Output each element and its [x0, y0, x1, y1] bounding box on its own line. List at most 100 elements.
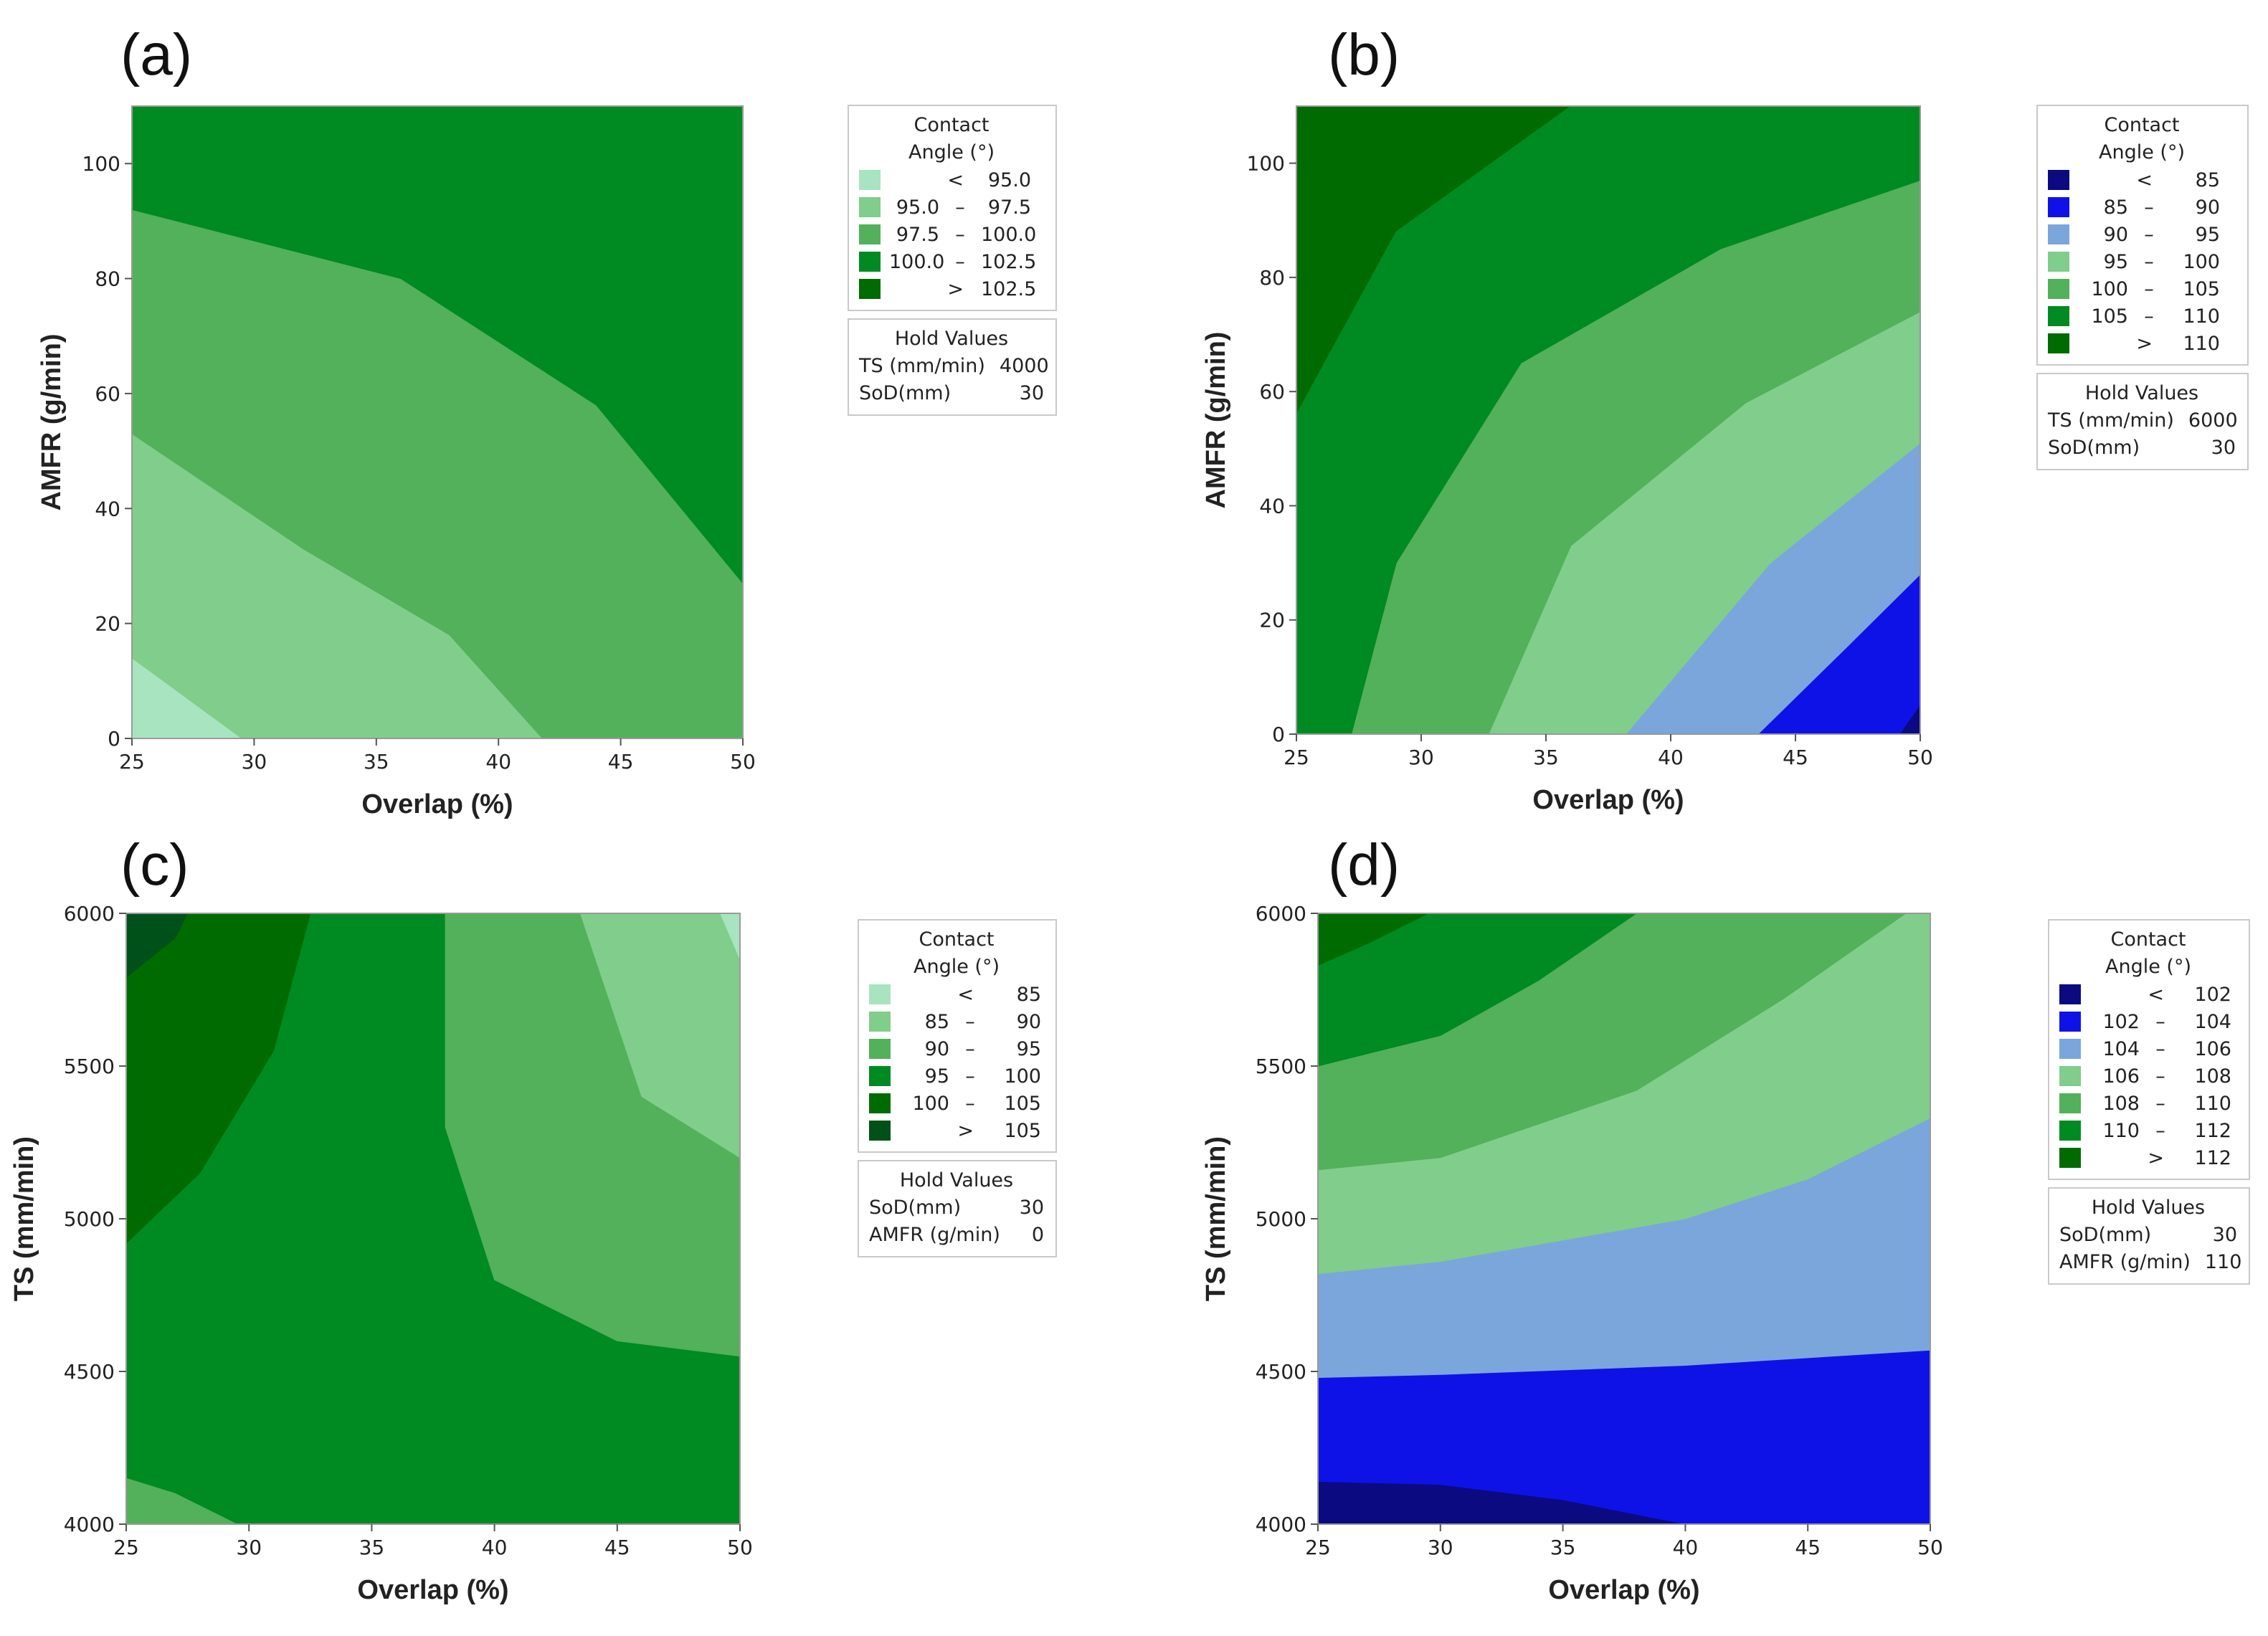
legend-range-separator: [974, 1120, 991, 1142]
legend-title-line1: Contact: [919, 928, 995, 951]
x-tick-label: 40: [485, 750, 511, 774]
legend-range-low: 90: [2103, 223, 2128, 246]
y-tick-label: 80: [95, 267, 120, 291]
plot-frame: [1296, 105, 1921, 735]
legend-range-high: 90: [1016, 1010, 1041, 1033]
hold-values-list: SoD(mm) 30 AMFR (g/min) 110: [2059, 1222, 2241, 1276]
contour-plot-d: 25 30 35 40 45 50 4000 4500 5000 5500 6000 Overlap …: [1201, 902, 1943, 1605]
legend-swatch: [859, 279, 881, 299]
legend-level-row: 104– 106: [2059, 1035, 2237, 1062]
legend-range-high: 97.5: [987, 196, 1031, 219]
legend-swatch: [2048, 170, 2069, 190]
hold-values-list: TS (mm/min) 4000 SoD(mm) 30: [859, 353, 1049, 407]
legend-range-separator: –: [965, 1010, 975, 1033]
legend-level-row: >112: [2059, 1144, 2237, 1171]
contour-plot-a: 25 30 35 40 45 50 0 20 40 60 80 100 Overlap (%) AMFR …: [37, 105, 756, 819]
legend-range: 90– 95: [2078, 224, 2236, 246]
x-tick-label: 50: [1917, 1536, 1943, 1559]
x-tick-label: 25: [119, 750, 145, 774]
legend-range: <95.0: [889, 169, 1044, 191]
legend-range: 110– 112: [2089, 1120, 2237, 1142]
legend-range: 108– 110: [2089, 1093, 2237, 1115]
legend-swatch: [859, 170, 881, 190]
x-tick-label: 50: [727, 1536, 753, 1559]
legend-title-line2: Angle (°): [2105, 956, 2191, 978]
panel-c: (c) 25 30 35 40 45 50 4000 4500 5000 5500 6000 Over…: [0, 817, 1133, 1635]
legend-range-separator: [974, 984, 991, 1006]
contour-band-6: [1318, 913, 1428, 966]
legend-swatch: [869, 984, 891, 1004]
hold-value-name: TS (mm/min): [859, 355, 985, 377]
legend-range-separator: –: [2144, 223, 2154, 246]
contour-band-3: [579, 913, 740, 1159]
hold-value-number: 30: [1019, 382, 1044, 404]
legend-range: 104– 106: [2089, 1038, 2237, 1060]
legend-level-row: 90– 95: [2048, 221, 2236, 248]
hold-value-row: TS (mm/min) 6000: [2048, 407, 2238, 434]
x-tick-label: 45: [608, 750, 634, 774]
legend-level-row: 95.0–97.5: [859, 194, 1044, 221]
y-tick-label: 5500: [1256, 1055, 1306, 1078]
legend-levels: Contact Angle (°) <85 85–90 90–95 95–100 100…: [2036, 105, 2249, 366]
legend-range-separator: –: [955, 223, 965, 246]
legend-c: Contact Angle (°) <85 85–90 90–95 95–100 100…: [858, 919, 1057, 1257]
hold-value-name: SoD(mm): [2059, 1224, 2152, 1246]
x-tick-label: 45: [1795, 1536, 1821, 1559]
legend-range-high: 85: [2195, 168, 2220, 191]
hold-values-title: Hold Values: [894, 328, 1009, 350]
legend-range-high: 95: [1016, 1037, 1041, 1060]
hold-value-number: 4000: [999, 355, 1049, 377]
legend-swatch: [2059, 984, 2081, 1004]
legend-level-row: 100– 105: [869, 1090, 1044, 1117]
hold-values-box: Hold Values SoD(mm) 30 AMFR (g/min) 0: [858, 1160, 1057, 1257]
legend-range-low: <: [957, 983, 974, 1006]
contour-plot-c: 25 30 35 40 45 50 4000 4500 5000 5500 6000 Overlap …: [9, 902, 753, 1605]
hold-value-row: SoD(mm) 30: [869, 1194, 1044, 1222]
legend-swatch: [2059, 1012, 2081, 1032]
y-tick-label: 60: [1259, 380, 1285, 404]
legend-range-high: 95: [2195, 223, 2220, 246]
legend-swatch: [2048, 224, 2069, 244]
legend-swatch: [2059, 1093, 2081, 1113]
legend-swatch: [2059, 1148, 2081, 1168]
legend-range: 95– 100: [899, 1065, 1044, 1088]
legend-title-line2: Angle (°): [908, 141, 995, 163]
legend-range-high: 100: [2183, 250, 2220, 273]
hold-value-name: AMFR (g/min): [2059, 1251, 2191, 1273]
legend-range: <85: [899, 984, 1044, 1006]
hold-values-box: Hold Values TS (mm/min) 4000 SoD(mm) 30: [848, 318, 1057, 416]
x-tick-label: 45: [604, 1536, 630, 1559]
x-tick-label: 25: [1284, 746, 1309, 769]
hold-value-name: AMFR (g/min): [869, 1224, 1000, 1246]
legend-swatch: [2048, 306, 2069, 326]
legend-range-separator: [2164, 1147, 2181, 1169]
legend-range: 100– 105: [2078, 278, 2236, 300]
y-tick-label: 0: [108, 727, 120, 751]
legend-range: 85– 90: [899, 1011, 1044, 1033]
y-tick-label: 4500: [64, 1360, 115, 1384]
hold-value-row: SoD(mm) 30: [2048, 434, 2236, 462]
y-tick-label: 40: [95, 497, 120, 520]
legend-range-low: 100: [912, 1092, 949, 1115]
legend-range-high: 100.0: [981, 223, 1037, 246]
x-tick-label: 45: [1783, 746, 1808, 769]
legend-range-high: 112: [2194, 1119, 2231, 1142]
panel-b: (b) 25 30 35 40 45 50 0 20 40 60 80 100 Overlap (%) A…: [1133, 0, 2266, 817]
contour-band-5: [126, 1478, 237, 1524]
x-tick-label: 30: [242, 750, 267, 774]
legend-level-row: 100– 105: [2048, 275, 2236, 303]
legend-range-low: 105: [2091, 305, 2128, 328]
legend-range-low: >: [2136, 332, 2153, 355]
contour-band-5: [1899, 705, 1920, 734]
y-tick-label: 20: [1259, 609, 1285, 632]
x-tick-label: 35: [1533, 746, 1559, 769]
y-axis-title: AMFR (g/min): [37, 334, 67, 511]
hold-value-number: 30: [2211, 437, 2236, 459]
contour-band-4: [720, 913, 740, 960]
y-tick-label: 4000: [1256, 1513, 1306, 1536]
legend-swatch: [859, 224, 881, 244]
y-tick-label: 100: [82, 152, 120, 176]
hold-value-name: SoD(mm): [859, 382, 952, 404]
legend-level-row: 110– 112: [2059, 1117, 2237, 1144]
hold-values-box: Hold Values SoD(mm) 30 AMFR (g/min) 110: [2048, 1187, 2250, 1285]
